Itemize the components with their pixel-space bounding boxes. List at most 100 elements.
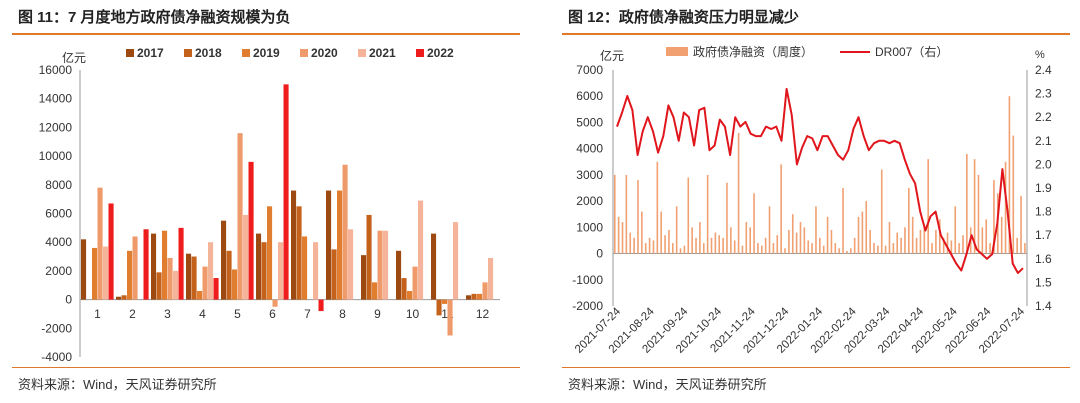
left-bar xyxy=(261,242,267,300)
left-bar xyxy=(436,299,442,316)
right-right-tick-label: 1.4 xyxy=(1035,299,1052,313)
right-weekly-bar xyxy=(1016,237,1018,254)
left-bar xyxy=(121,295,127,300)
left-bar xyxy=(471,293,477,300)
right-weekly-bar xyxy=(776,235,779,254)
right-weekly-bar xyxy=(644,243,647,254)
right-weekly-bar xyxy=(904,227,906,254)
left-legend-swatch xyxy=(358,49,366,57)
right-dr007-line xyxy=(616,87,1024,274)
left-bar xyxy=(162,230,168,300)
right-weekly-bar xyxy=(675,206,678,254)
right-weekly-bar xyxy=(625,174,628,254)
left-legend-label: 2021 xyxy=(369,46,396,60)
left-bar xyxy=(331,249,337,300)
right-weekly-bar xyxy=(637,180,639,254)
right-weekly-bar xyxy=(853,237,856,254)
left-bar xyxy=(482,282,488,300)
right-panel: 图 12：政府债净融资压力明显减少 亿元% -2000 -1000 0 1000 2000… xyxy=(550,0,1080,403)
left-y-tick-label: 4000 xyxy=(45,235,72,249)
left-y-tick-label: 0 xyxy=(65,293,72,307)
left-y-axis-unit: 亿元 xyxy=(62,50,86,65)
left-x-tick-label: 2 xyxy=(129,307,136,321)
left-bar-chart: 亿元 -4000 -2000 0 2000 4000 6000 8000 10000 12000 1… xyxy=(39,46,500,364)
left-bar xyxy=(313,242,319,300)
right-weekly-bar xyxy=(900,237,902,254)
left-bar xyxy=(178,227,184,300)
left-bar xyxy=(272,299,278,307)
left-bar xyxy=(283,84,289,300)
right-right-tick-label: 2.3 xyxy=(1035,87,1052,101)
left-bar xyxy=(208,242,214,300)
right-weekly-bar xyxy=(718,235,721,254)
right-weekly-bar xyxy=(706,174,709,254)
left-bar xyxy=(302,236,308,300)
left-bar xyxy=(191,256,197,300)
right-weekly-bar xyxy=(884,245,887,254)
left-bar xyxy=(237,133,243,300)
right-weekly-bar xyxy=(873,243,875,254)
right-right-tick-label: 2.1 xyxy=(1035,134,1052,148)
left-bar xyxy=(396,250,402,300)
right-weekly-bar xyxy=(737,132,740,254)
left-bar xyxy=(377,230,383,300)
left-bar xyxy=(202,266,208,300)
right-weekly-bar xyxy=(896,232,899,254)
right-left-tick-label: 2000 xyxy=(576,194,603,208)
right-legend-bar-swatch xyxy=(666,47,688,56)
right-weekly-bar xyxy=(772,243,775,254)
right-weekly-bar xyxy=(834,243,837,254)
right-weekly-bar xyxy=(838,248,840,254)
right-weekly-bar xyxy=(915,237,918,254)
left-y-tick-label: 6000 xyxy=(45,207,72,221)
right-source-note: 资料来源：Wind，天风证券研究所 xyxy=(568,377,767,392)
left-bar xyxy=(243,214,249,300)
right-weekly-bar xyxy=(791,214,794,254)
right-weekly-bar xyxy=(958,243,960,254)
right-weekly-bar xyxy=(683,245,686,254)
right-weekly-bar xyxy=(842,188,844,254)
left-y-tick-label: 16000 xyxy=(39,63,73,77)
left-bar xyxy=(366,214,372,300)
left-source-note: 资料来源：Wind，天风证券研究所 xyxy=(18,377,217,392)
right-weekly-bar xyxy=(931,243,933,254)
right-weekly-bar xyxy=(648,237,651,254)
left-y-tick-label: 8000 xyxy=(45,178,72,192)
left-bar xyxy=(348,229,354,300)
left-bar xyxy=(278,242,284,300)
left-bar xyxy=(92,247,98,300)
right-right-tick-label: 1.8 xyxy=(1035,205,1052,219)
left-bar xyxy=(248,161,254,300)
left-x-tick-label: 1 xyxy=(94,307,101,321)
right-right-tick-label: 2.0 xyxy=(1035,157,1052,171)
right-weekly-bar xyxy=(927,159,929,254)
left-bar xyxy=(97,187,103,300)
right-weekly-bar xyxy=(672,243,674,254)
left-bar xyxy=(318,299,324,312)
right-weekly-bar xyxy=(830,229,833,254)
right-weekly-bar xyxy=(942,237,945,254)
left-legend-swatch xyxy=(184,49,192,57)
left-bar xyxy=(213,278,219,300)
right-weekly-bar xyxy=(869,229,871,254)
right-weekly-bar xyxy=(768,206,771,254)
right-weekly-bar xyxy=(822,245,825,254)
left-bar xyxy=(361,255,367,300)
right-weekly-bar xyxy=(764,237,767,254)
right-weekly-bar xyxy=(919,229,922,254)
left-bar xyxy=(337,190,343,300)
right-weekly-bar xyxy=(710,237,713,254)
left-y-tick-label: 12000 xyxy=(39,120,73,134)
right-weekly-bar xyxy=(803,227,806,254)
right-weekly-bar xyxy=(946,232,949,254)
left-bar xyxy=(127,250,133,300)
right-left-tick-label: 6000 xyxy=(576,89,603,103)
left-bar xyxy=(296,206,302,300)
left-legend-label: 2019 xyxy=(253,46,280,60)
right-weekly-bar xyxy=(985,219,988,254)
right-legend-line-label: DR007（右） xyxy=(875,44,948,59)
right-weekly-bar xyxy=(687,177,690,254)
left-legend-label: 2017 xyxy=(137,46,164,60)
right-weekly-bar xyxy=(807,240,810,254)
right-weekly-bar xyxy=(629,232,632,254)
